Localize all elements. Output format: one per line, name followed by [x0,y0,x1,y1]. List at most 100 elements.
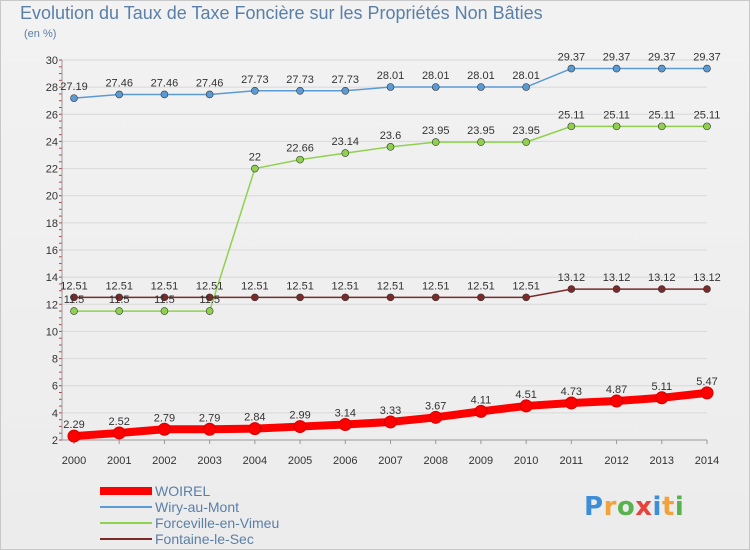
data-point [431,293,440,302]
data-label: 22.66 [286,143,314,155]
chart-subtitle: (en %) [24,28,57,40]
y-tick-label: 28 [46,82,58,94]
data-point [703,122,711,131]
x-tick-label: 2014 [695,455,719,467]
data-point [160,90,169,99]
data-label: 12.51 [422,280,450,292]
data-label: 23.6 [380,130,401,142]
x-tick-label: 2001 [107,455,131,467]
data-label: 23.95 [467,125,495,137]
data-point [474,404,488,418]
data-label: 25.11 [558,109,585,121]
data-point [112,426,126,440]
x-tick-label: 2005 [288,455,312,467]
x-tick-label: 2010 [514,455,538,467]
data-label: 12.51 [377,280,405,292]
x-tick-label: 2002 [152,455,176,467]
data-label: 28.01 [467,70,495,82]
data-label: 13.12 [558,272,586,284]
data-point [567,64,576,73]
data-label: 13.12 [693,272,721,284]
data-point [341,87,350,95]
data-label: 28.01 [422,70,450,82]
data-label: 3.33 [380,405,401,417]
data-label: 2.84 [244,412,265,424]
y-tick-label: 8 [52,354,58,366]
data-point [384,415,397,429]
data-point [251,87,259,95]
data-label: 22 [249,152,261,164]
y-tick-label: 26 [46,109,58,121]
data-point [386,143,395,151]
x-tick-label: 2009 [469,455,493,467]
data-label: 27.73 [332,74,360,86]
data-label: 12.51 [60,280,88,292]
data-point [519,399,533,413]
data-point [251,164,259,173]
data-label: 12.51 [105,280,133,292]
data-point [296,293,304,302]
data-label: 2.99 [289,410,310,422]
data-point [610,394,624,408]
data-label: 27.46 [105,77,133,89]
data-point [612,122,621,131]
data-point [115,307,124,315]
data-point [429,410,443,424]
data-label: 25.11 [603,109,630,121]
data-label: 12.51 [512,280,540,292]
data-label: 27.46 [151,77,179,89]
y-tick-label: 20 [46,191,58,203]
x-tick-label: 2003 [197,455,221,467]
data-point [296,155,304,164]
y-tick-label: 30 [46,55,58,67]
x-tick-label: 2004 [243,455,267,467]
x-tick-label: 2007 [378,455,402,467]
data-label: 5.47 [696,376,717,388]
data-label: 27.46 [196,77,224,89]
data-point [296,87,304,95]
data-point [293,420,307,434]
data-label: 28.01 [512,70,540,82]
data-label: 28.01 [377,70,405,82]
data-point [522,293,530,302]
y-tick-label: 16 [46,245,58,257]
x-tick-label: 2006 [333,455,357,467]
data-point [612,285,621,293]
data-point [386,83,395,91]
data-point [522,83,530,91]
data-label: 5.11 [651,381,672,393]
data-label: 23.95 [512,125,540,137]
x-tick-label: 2008 [423,455,447,467]
legend-label: Fontaine-le-Sec [155,531,254,547]
data-label: 2.29 [63,419,84,431]
y-tick-label: 14 [46,272,58,284]
y-tick-label: 12 [46,299,58,311]
data-label: 13.12 [648,272,676,284]
legend-label: WOIREL [155,483,210,499]
data-point [205,90,214,99]
data-label: 13.12 [603,272,631,284]
y-tick-label: 18 [46,218,58,230]
x-tick-label: 2011 [560,455,584,467]
data-label: 23.95 [422,125,450,137]
data-point [703,285,711,293]
data-label: 3.67 [425,400,446,412]
data-label: 3.14 [335,408,356,420]
proxiti-logo: Proxiti [584,492,685,522]
data-label: 12.51 [286,280,314,292]
data-point [386,293,395,302]
data-label: 11.5 [64,294,85,306]
data-label: 27.19 [60,81,88,93]
data-point [431,83,440,91]
data-point [115,90,124,99]
y-tick-label: 2 [52,435,58,447]
data-point [657,285,666,293]
data-label: 12.51 [151,280,179,292]
data-point [70,293,78,302]
data-point [248,422,262,436]
data-point [657,64,666,73]
data-point [564,396,578,410]
legend-label: Wiry-au-Mont [155,499,239,515]
data-point [477,293,485,302]
data-point [522,138,530,146]
